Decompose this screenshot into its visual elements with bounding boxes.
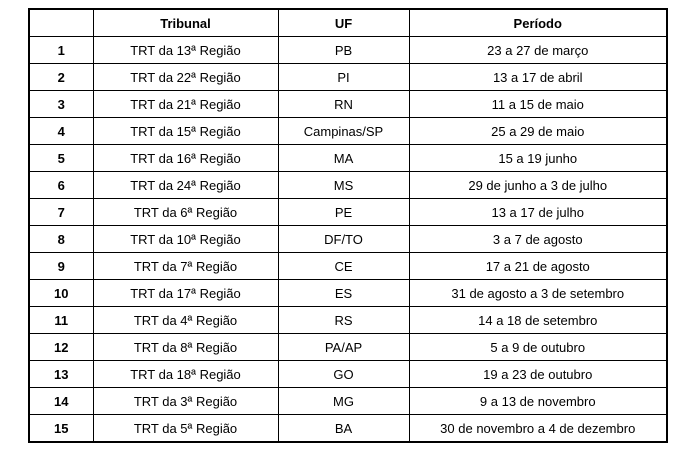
row-number-cell: 10 [28,279,94,307]
row-number-cell: 2 [28,63,94,91]
header-uf: UF [277,8,410,37]
table-row: 5 TRT da 16ª Região MA 15 a 19 junho [28,144,668,172]
table-row: 12 TRT da 8ª Região PA/AP 5 a 9 de outubro [28,333,668,361]
table-body: 1 TRT da 13ª Região PB 23 a 27 de março 2 TRT… [28,36,668,443]
tribunal-cell: TRT da 6ª Região [92,198,279,226]
uf-cell: ES [277,279,410,307]
tribunal-cell: TRT da 24ª Região [92,171,279,199]
tribunal-cell: TRT da 4ª Região [92,306,279,334]
uf-cell: CE [277,252,410,280]
header-row: Tribunal UF Período [28,8,668,37]
row-number-cell: 1 [28,36,94,64]
row-number-cell: 11 [28,306,94,334]
periodo-cell: 14 a 18 de setembro [408,306,668,334]
uf-cell: BA [277,414,410,443]
tribunal-cell: TRT da 17ª Região [92,279,279,307]
periodo-cell: 9 a 13 de novembro [408,387,668,415]
table-row: 6 TRT da 24ª Região MS 29 de junho a 3 de j… [28,171,668,199]
row-number-cell: 5 [28,144,94,172]
row-number-cell: 9 [28,252,94,280]
table-row: 14 TRT da 3ª Região MG 9 a 13 de novembro [28,387,668,415]
periodo-cell: 29 de junho a 3 de julho [408,171,668,199]
table-row: 3 TRT da 21ª Região RN 11 a 15 de maio [28,90,668,118]
uf-cell: PI [277,63,410,91]
tribunal-cell: TRT da 22ª Região [92,63,279,91]
periodo-cell: 15 a 19 junho [408,144,668,172]
row-number-cell: 7 [28,198,94,226]
periodo-cell: 17 a 21 de agosto [408,252,668,280]
table-row: 13 TRT da 18ª Região GO 19 a 23 de outubro [28,360,668,388]
periodo-cell: 30 de novembro a 4 de dezembro [408,414,668,443]
tribunal-cell: TRT da 7ª Região [92,252,279,280]
uf-cell: MA [277,144,410,172]
table-row: 4 TRT da 15ª Região Campinas/SP 25 a 29 de … [28,117,668,145]
table-row: 9 TRT da 7ª Região CE 17 a 21 de agosto [28,252,668,280]
table-row: 8 TRT da 10ª Região DF/TO 3 a 7 de agosto [28,225,668,253]
periodo-cell: 11 a 15 de maio [408,90,668,118]
header-periodo: Período [408,8,668,37]
row-number-cell: 13 [28,360,94,388]
uf-cell: GO [277,360,410,388]
table-row: 11 TRT da 4ª Região RS 14 a 18 de setembro [28,306,668,334]
table-row: 2 TRT da 22ª Região PI 13 a 17 de abril [28,63,668,91]
row-number-cell: 12 [28,333,94,361]
tribunal-cell: TRT da 21ª Região [92,90,279,118]
tribunal-cell: TRT da 10ª Região [92,225,279,253]
table-header: Tribunal UF Período [28,8,668,37]
periodo-cell: 25 a 29 de maio [408,117,668,145]
uf-cell: MG [277,387,410,415]
row-number-cell: 8 [28,225,94,253]
tribunal-cell: TRT da 18ª Região [92,360,279,388]
row-number-cell: 14 [28,387,94,415]
periodo-cell: 13 a 17 de abril [408,63,668,91]
uf-cell: Campinas/SP [277,117,410,145]
row-number-cell: 6 [28,171,94,199]
periodo-cell: 13 a 17 de julho [408,198,668,226]
uf-cell: RS [277,306,410,334]
uf-cell: RN [277,90,410,118]
tribunal-cell: TRT da 15ª Região [92,117,279,145]
header-tribunal: Tribunal [92,8,279,37]
row-number-cell: 3 [28,90,94,118]
periodo-cell: 31 de agosto a 3 de setembro [408,279,668,307]
row-number-cell: 15 [28,414,94,443]
header-index [28,8,94,37]
table-row: 15 TRT da 5ª Região BA 30 de novembro a 4 d… [28,414,668,443]
periodo-cell: 3 a 7 de agosto [408,225,668,253]
periodo-cell: 5 a 9 de outubro [408,333,668,361]
trt-schedule-table: Tribunal UF Período 1 TRT da 13ª Região PB… [28,8,668,443]
uf-cell: PB [277,36,410,64]
uf-cell: DF/TO [277,225,410,253]
tribunal-cell: TRT da 16ª Região [92,144,279,172]
tribunal-cell: TRT da 3ª Região [92,387,279,415]
uf-cell: MS [277,171,410,199]
periodo-cell: 19 a 23 de outubro [408,360,668,388]
table-row: 1 TRT da 13ª Região PB 23 a 27 de março [28,36,668,64]
uf-cell: PA/AP [277,333,410,361]
tribunal-cell: TRT da 5ª Região [92,414,279,443]
table-row: 10 TRT da 17ª Região ES 31 de agosto a 3 de… [28,279,668,307]
tribunal-cell: TRT da 13ª Região [92,36,279,64]
table-row: 7 TRT da 6ª Região PE 13 a 17 de julho [28,198,668,226]
periodo-cell: 23 a 27 de março [408,36,668,64]
row-number-cell: 4 [28,117,94,145]
uf-cell: PE [277,198,410,226]
tribunal-cell: TRT da 8ª Região [92,333,279,361]
